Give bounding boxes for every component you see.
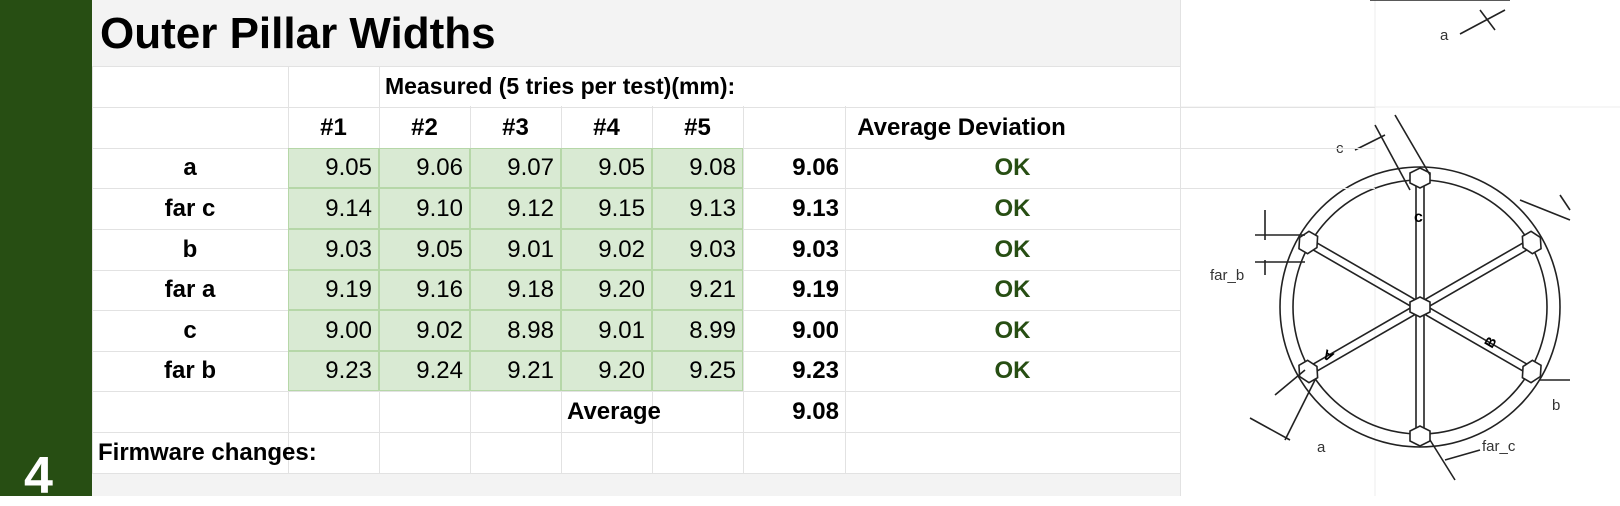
row-label: far a	[164, 276, 216, 303]
measurement: 8.98	[470, 310, 561, 351]
grid-line	[1180, 148, 1375, 149]
grid-line	[845, 66, 846, 473]
measurement: 9.24	[379, 351, 470, 391]
status: OK	[994, 276, 1031, 303]
status: OK	[994, 194, 1031, 222]
measurement: 9.05	[379, 229, 470, 270]
measurement: 9.03	[288, 229, 379, 270]
column-header: #3	[502, 113, 529, 141]
measurement: 9.05	[288, 148, 379, 188]
row-average: 9.23	[792, 357, 839, 384]
side-bar	[0, 0, 92, 496]
status: OK	[994, 235, 1031, 263]
grid-line	[92, 66, 93, 473]
measurement: 9.10	[379, 188, 470, 229]
title: Outer Pillar Widths	[100, 9, 496, 58]
column-header: #1	[320, 113, 347, 141]
row-average: 9.00	[792, 316, 839, 344]
measurement: 9.23	[288, 351, 379, 391]
diagram-label: b	[1552, 397, 1560, 414]
grid-line	[1180, 66, 1181, 473]
measurement: 9.21	[470, 351, 561, 391]
row-average: 9.06	[792, 154, 839, 181]
average-label: Average	[567, 397, 661, 425]
measurement: 9.21	[652, 270, 743, 310]
column-header: #4	[593, 113, 620, 141]
caption: Measured (5 tries per test)(mm):	[385, 73, 736, 99]
measurement: 9.13	[652, 188, 743, 229]
column-header: Average Deviation	[857, 113, 1066, 141]
diagram: a c far_b b far_c a c A B	[1180, 0, 1620, 496]
grid-line	[92, 66, 1180, 67]
column-header: #5	[684, 113, 711, 141]
measurement: 9.20	[561, 351, 652, 391]
column-header: #2	[411, 113, 438, 141]
measurement: 9.12	[470, 188, 561, 229]
diagram-label: a	[1317, 439, 1326, 456]
measurement: 9.14	[288, 188, 379, 229]
row-label: far b	[163, 357, 216, 384]
row-label: far c	[164, 194, 216, 222]
grid-line	[92, 432, 1180, 433]
measurement: 9.02	[561, 229, 652, 270]
status: OK	[994, 316, 1031, 344]
measurement: 9.19	[288, 270, 379, 310]
diagram-label: far_c	[1482, 438, 1516, 455]
diagram-label: far_b	[1210, 267, 1244, 284]
measurement: 9.01	[561, 310, 652, 351]
status: OK	[994, 357, 1031, 384]
grid-line	[92, 473, 1180, 474]
diagram-label: a	[1440, 27, 1449, 44]
grid-line	[380, 67, 1000, 106]
grid-line	[92, 391, 1180, 392]
measurement: 9.03	[652, 229, 743, 270]
overall-average: 9.08	[792, 397, 839, 425]
bottom-band	[92, 473, 1180, 496]
measurement: 9.02	[379, 310, 470, 351]
grid-line	[1180, 188, 1375, 189]
row-label: b	[182, 235, 198, 263]
measurement: 9.07	[470, 148, 561, 188]
grid-line	[1180, 107, 1375, 108]
measurement: 9.25	[652, 351, 743, 391]
row-label: a	[183, 154, 197, 181]
measurement: 8.99	[652, 310, 743, 351]
status: OK	[994, 154, 1031, 181]
measurement: 9.01	[470, 229, 561, 270]
measurement: 9.16	[379, 270, 470, 310]
measurement: 9.18	[470, 270, 561, 310]
measurement: 9.00	[288, 310, 379, 351]
measurement: 9.06	[379, 148, 470, 188]
spoke-label: A	[1320, 346, 1337, 365]
row-average: 9.19	[792, 276, 839, 303]
footer-label: Firmware changes:	[98, 438, 317, 466]
row-average: 9.13	[792, 194, 839, 222]
sheet-number: 4	[24, 447, 53, 505]
measurement: 9.20	[561, 270, 652, 310]
measurement: 9.15	[561, 188, 652, 229]
grid-line	[743, 66, 744, 473]
row-average: 9.03	[792, 235, 839, 263]
measurement: 9.05	[561, 148, 652, 188]
grid-line	[92, 107, 1180, 108]
spoke-label: c	[1414, 209, 1423, 226]
measurement: 9.08	[652, 148, 743, 188]
row-label: c	[183, 316, 197, 344]
